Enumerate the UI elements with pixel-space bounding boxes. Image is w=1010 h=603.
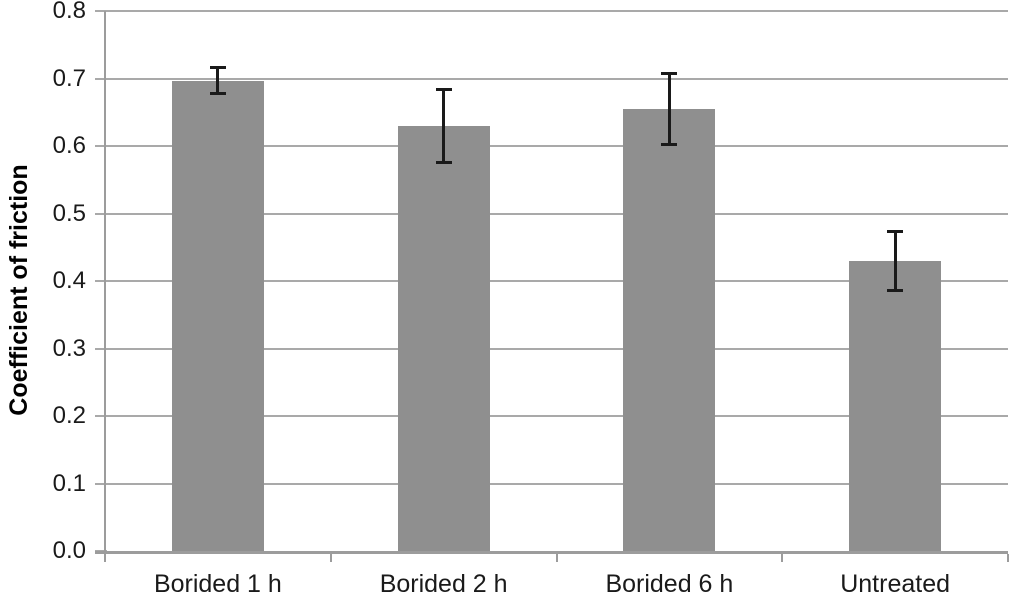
x-axis-tick <box>781 554 784 562</box>
y-tick-label: 0.1 <box>52 469 86 497</box>
error-bar <box>887 229 904 292</box>
x-axis-tick <box>329 554 332 562</box>
gridline <box>95 145 1008 147</box>
gridline <box>95 10 1008 12</box>
error-bar-cap-bottom <box>887 288 904 292</box>
error-bar-whisker <box>216 65 220 96</box>
x-category-label: Borided 1 h <box>153 570 282 598</box>
error-bar-cap-bottom <box>209 92 226 96</box>
error-bar-cap-top <box>209 65 226 69</box>
x-axis-line <box>95 551 1008 554</box>
error-bar-whisker <box>442 87 446 164</box>
error-bar-cap-top <box>435 87 452 91</box>
error-bar-cap-top <box>887 229 904 233</box>
y-axis-line <box>104 11 106 554</box>
bar <box>171 80 264 551</box>
y-tick-label: 0.4 <box>52 267 86 294</box>
error-bar-cap-bottom <box>661 143 678 146</box>
error-bar-whisker <box>893 229 897 292</box>
bar <box>623 108 716 551</box>
y-tick-label: 0.2 <box>52 402 86 429</box>
error-bar-cap-bottom <box>435 160 452 164</box>
bar <box>849 260 942 551</box>
y-tick-label: 0.7 <box>52 64 86 92</box>
x-category-label: Borided 2 h <box>379 570 508 598</box>
error-bar <box>435 87 452 164</box>
gridline <box>95 415 1008 417</box>
x-category-label: Borided 6 h <box>605 570 734 598</box>
y-tick-label: 0.3 <box>52 334 86 362</box>
gridline <box>95 77 1008 80</box>
gridline <box>95 212 1008 215</box>
x-category-label: Untreated <box>840 570 951 598</box>
x-axis-tick <box>555 554 558 562</box>
error-bar <box>661 71 678 146</box>
bar <box>397 125 490 551</box>
error-bar <box>209 65 226 96</box>
gridline <box>95 347 1008 350</box>
x-axis-tick <box>104 554 106 562</box>
gridline <box>95 280 1008 282</box>
gridline <box>95 482 1008 485</box>
y-tick-label: 0.6 <box>52 132 86 159</box>
x-axis-tick <box>1007 554 1009 562</box>
error-bar-cap-top <box>661 71 678 75</box>
y-tick-label: 0.8 <box>52 0 86 24</box>
y-tick-label: 0.0 <box>52 537 86 564</box>
y-tick-label: 0.5 <box>52 199 86 227</box>
error-bar-whisker <box>667 71 671 146</box>
